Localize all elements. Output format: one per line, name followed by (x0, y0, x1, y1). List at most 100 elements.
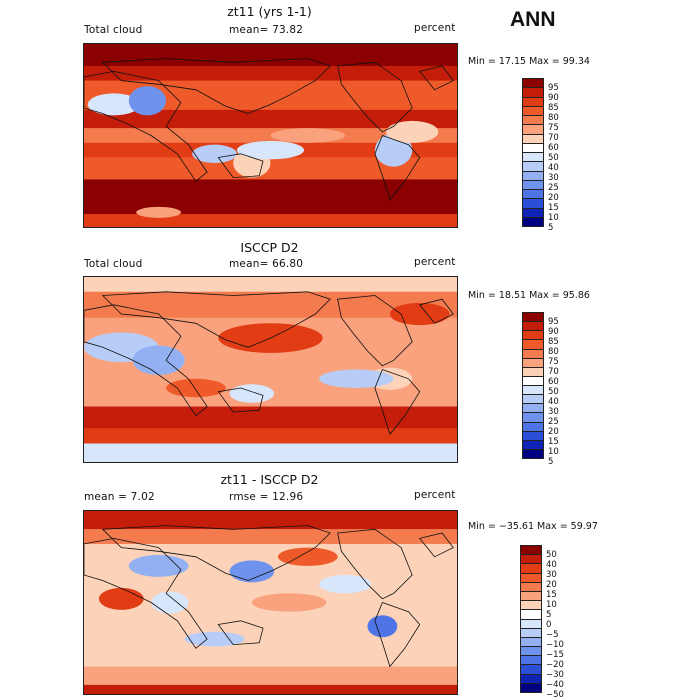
colorbar-swatch (523, 404, 543, 414)
map-plot (83, 276, 458, 463)
colorbar-swatch (521, 601, 541, 611)
colorbar-swatch (523, 97, 543, 107)
colorbar-swatch (523, 440, 543, 450)
colorbar-swatch (521, 555, 541, 565)
colorbar-swatch (523, 376, 543, 386)
panel-title: zt11 (yrs 1-1) (227, 4, 312, 19)
colorbar-tick-label: 75 (548, 356, 559, 367)
colorbar-swatch (523, 413, 543, 423)
colorbar-tick-label: 30 (546, 569, 557, 580)
colorbar-swatch (523, 134, 543, 144)
colorbar-tick-label: 85 (548, 102, 559, 113)
colorbar-swatch (523, 79, 543, 89)
colorbar-tick-label: 40 (548, 396, 559, 407)
colorbar-swatch (523, 386, 543, 396)
colorbar-swatch (523, 180, 543, 190)
colorbar-tick-label: −40 (546, 679, 564, 690)
colorbar-tick-label: 50 (546, 549, 557, 560)
colorbar-swatch (523, 358, 543, 368)
panel-title: ISCCP D2 (240, 240, 299, 255)
colorbar-tick-label: 15 (548, 436, 559, 447)
colorbar-swatch (523, 162, 543, 172)
colorbar-tick-label: 95 (548, 82, 559, 93)
colorbar-tick-label: 10 (546, 599, 557, 610)
min-max-label: Min = 17.15 Max = 99.34 (468, 56, 590, 67)
colorbar-labels: 95 90 85 80 75 70 60 50 40 30 25 20 15 10 5 (548, 82, 559, 233)
colorbar-tick-label: 50 (548, 152, 559, 163)
colorbar-swatch (521, 619, 541, 629)
colorbar-swatch (523, 449, 543, 458)
panel-title: zt11 - ISCCP D2 (220, 472, 319, 487)
colorbar-swatch (523, 208, 543, 218)
colorbar-swatch (521, 674, 541, 684)
field-label: Total cloud (84, 24, 143, 36)
colorbar-swatch (523, 331, 543, 341)
colorbar-tick-label: 75 (548, 122, 559, 133)
colorbar (520, 545, 542, 693)
colorbar-swatch (521, 637, 541, 648)
colorbar-tick-label: −20 (546, 659, 564, 670)
colorbar-tick-label: 20 (548, 426, 559, 437)
colorbar-tick-label: 85 (548, 336, 559, 347)
colorbar-tick-label: −5 (546, 629, 559, 640)
mean-label: mean = 7.02 (84, 491, 155, 503)
units-label: percent (414, 22, 456, 34)
colorbar-tick-label: 70 (548, 132, 559, 143)
units-label: percent (414, 489, 456, 501)
colorbar-tick-label: 60 (548, 142, 559, 153)
colorbar-swatch (521, 647, 541, 657)
colorbar-swatch (523, 322, 543, 332)
colorbar-tick-label: −30 (546, 669, 564, 680)
colorbar-tick-label: 90 (548, 326, 559, 337)
colorbar-tick-label: 15 (548, 202, 559, 213)
colorbar-tick-label: −15 (546, 649, 564, 660)
map-plot (83, 510, 458, 695)
colorbar-tick-label: 20 (546, 579, 557, 590)
colorbar-swatch (523, 190, 543, 200)
colorbar-swatch (523, 431, 543, 441)
colorbar-tick-label: 20 (548, 192, 559, 203)
min-max-label: Min = 18.51 Max = 95.86 (468, 290, 590, 301)
colorbar-tick-label: 80 (548, 112, 559, 123)
colorbar (522, 312, 544, 459)
colorbar-swatch (523, 125, 543, 135)
colorbar-swatch (521, 573, 541, 583)
colorbar-swatch (523, 116, 543, 126)
colorbar-tick-label: 60 (548, 376, 559, 387)
field-label: Total cloud (84, 258, 143, 270)
colorbar-labels: 50 40 30 20 15 10 5 0 −5 −10 −15 −20 −30 −40 −50 (546, 549, 564, 700)
colorbar-swatch (521, 628, 541, 638)
colorbar-tick-label: 25 (548, 416, 559, 427)
colorbar-swatch (523, 422, 543, 432)
colorbar-swatch (521, 546, 541, 556)
colorbar-tick-label: 10 (548, 212, 559, 223)
colorbar-tick-label: 0 (546, 619, 552, 630)
colorbar-tick-label: 25 (548, 182, 559, 193)
colorbar-tick-label: 30 (548, 172, 559, 183)
colorbar-tick-label: 90 (548, 92, 559, 103)
colorbar-tick-label: 50 (548, 386, 559, 397)
min-max-label: Min = −35.61 Max = 59.97 (468, 521, 598, 532)
colorbar-tick-label: 40 (548, 162, 559, 173)
colorbar-tick-label: 5 (546, 609, 552, 620)
colorbar-swatch (521, 683, 541, 692)
rmse-label: rmse = 12.96 (229, 491, 304, 503)
colorbar-swatch (523, 340, 543, 350)
map-plot (83, 43, 458, 228)
colorbar-swatch (523, 143, 543, 153)
colorbar-swatch (521, 610, 541, 620)
colorbar-swatch (521, 656, 541, 666)
units-label: percent (414, 256, 456, 268)
colorbar-tick-label: −10 (546, 639, 564, 650)
colorbar-swatch (523, 313, 543, 323)
colorbar-swatch (523, 88, 543, 98)
colorbar-swatch (521, 591, 541, 602)
colorbar-swatch (523, 217, 543, 226)
colorbar-swatch (523, 153, 543, 163)
colorbar-swatch (521, 665, 541, 675)
colorbar (522, 78, 544, 227)
mean-label: mean= 66.80 (229, 258, 304, 270)
colorbar-tick-label: 95 (548, 316, 559, 327)
colorbar-swatch (523, 395, 543, 405)
mean-label: mean= 73.82 (229, 24, 304, 36)
